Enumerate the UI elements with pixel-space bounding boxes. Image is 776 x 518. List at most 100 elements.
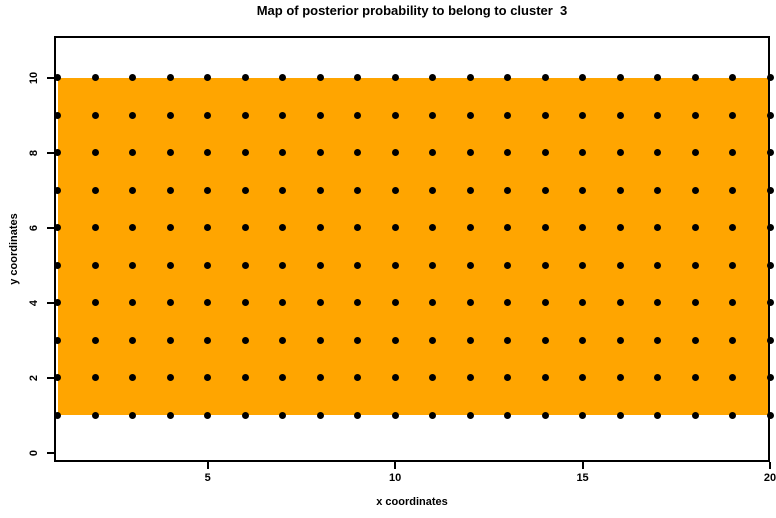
grid-dot: [579, 336, 587, 344]
grid-dot: [616, 374, 624, 382]
grid-dot: [654, 186, 662, 194]
grid-dot: [579, 411, 587, 419]
grid-dot: [504, 224, 512, 232]
grid-dot: [91, 224, 99, 232]
grid-dot: [204, 149, 212, 157]
grid-dot: [241, 374, 249, 382]
grid-dot: [354, 224, 362, 232]
grid-dot: [316, 74, 324, 82]
grid-dot: [316, 261, 324, 269]
grid-dot: [391, 411, 399, 419]
grid-dot: [354, 74, 362, 82]
grid-dot: [429, 374, 437, 382]
grid-dot: [241, 261, 249, 269]
grid-dot: [691, 224, 699, 232]
x-tick: [206, 462, 209, 469]
grid-dot: [166, 374, 174, 382]
grid-dot: [466, 149, 474, 157]
x-tick-label: 20: [763, 472, 776, 484]
grid-dot: [504, 299, 512, 307]
grid-dot: [766, 411, 774, 419]
grid-dot: [504, 74, 512, 82]
grid-dot: [241, 186, 249, 194]
y-tick-label: 8: [28, 149, 40, 156]
grid-dot: [616, 186, 624, 194]
grid-dot: [541, 186, 549, 194]
grid-dot: [504, 374, 512, 382]
grid-dot: [579, 374, 587, 382]
grid-dot: [616, 299, 624, 307]
grid-dot: [316, 186, 324, 194]
grid-dot: [429, 224, 437, 232]
grid-dot: [429, 261, 437, 269]
grid-dot: [316, 374, 324, 382]
grid-dot: [316, 411, 324, 419]
grid-dot: [391, 336, 399, 344]
grid-dot: [616, 261, 624, 269]
grid-dot: [166, 74, 174, 82]
grid-dot: [391, 261, 399, 269]
grid-dot: [129, 149, 137, 157]
grid-dot: [354, 411, 362, 419]
grid-dot: [279, 186, 287, 194]
grid-dot: [204, 186, 212, 194]
grid-dot: [654, 74, 662, 82]
grid-dot: [466, 224, 474, 232]
grid-dot: [466, 299, 474, 307]
x-axis-label: x coordinates: [376, 496, 448, 508]
y-tick-label: 6: [28, 224, 40, 231]
grid-dot: [654, 299, 662, 307]
grid-dot: [279, 299, 287, 307]
grid-dot: [54, 411, 62, 419]
grid-dot: [691, 261, 699, 269]
grid-dot: [504, 111, 512, 119]
grid-dot: [241, 74, 249, 82]
grid-dot: [354, 261, 362, 269]
posterior-region: [57, 77, 770, 416]
grid-dot: [579, 261, 587, 269]
grid-dot: [654, 111, 662, 119]
grid-dot: [766, 111, 774, 119]
grid-dot: [129, 111, 137, 119]
grid-dot: [766, 261, 774, 269]
grid-dot: [91, 111, 99, 119]
y-tick: [47, 76, 54, 79]
grid-dot: [354, 186, 362, 194]
x-tick: [581, 462, 584, 469]
grid-dot: [654, 224, 662, 232]
grid-dot: [391, 374, 399, 382]
grid-dot: [691, 411, 699, 419]
grid-dot: [616, 74, 624, 82]
grid-dot: [204, 374, 212, 382]
grid-dot: [91, 374, 99, 382]
grid-dot: [466, 74, 474, 82]
x-tick-label: 5: [204, 472, 211, 484]
grid-dot: [429, 336, 437, 344]
grid-dot: [541, 374, 549, 382]
grid-dot: [166, 336, 174, 344]
grid-dot: [166, 224, 174, 232]
grid-dot: [391, 224, 399, 232]
grid-dot: [54, 74, 62, 82]
grid-dot: [166, 299, 174, 307]
grid-dot: [166, 149, 174, 157]
grid-dot: [729, 411, 736, 419]
grid-dot: [691, 111, 699, 119]
grid-dot: [279, 224, 287, 232]
grid-dot: [654, 336, 662, 344]
grid-dot: [166, 261, 174, 269]
grid-dot: [54, 261, 62, 269]
grid-dot: [241, 149, 249, 157]
grid-dot: [579, 74, 587, 82]
grid-dot: [166, 186, 174, 194]
grid-dot: [691, 374, 699, 382]
grid-dot: [429, 74, 437, 82]
grid-dot: [91, 336, 99, 344]
grid-dot: [391, 111, 399, 119]
x-tick: [394, 462, 397, 469]
y-tick-label: 0: [28, 449, 40, 456]
grid-dot: [54, 224, 62, 232]
grid-dot: [204, 224, 212, 232]
grid-dot: [204, 74, 212, 82]
grid-dot: [54, 336, 62, 344]
